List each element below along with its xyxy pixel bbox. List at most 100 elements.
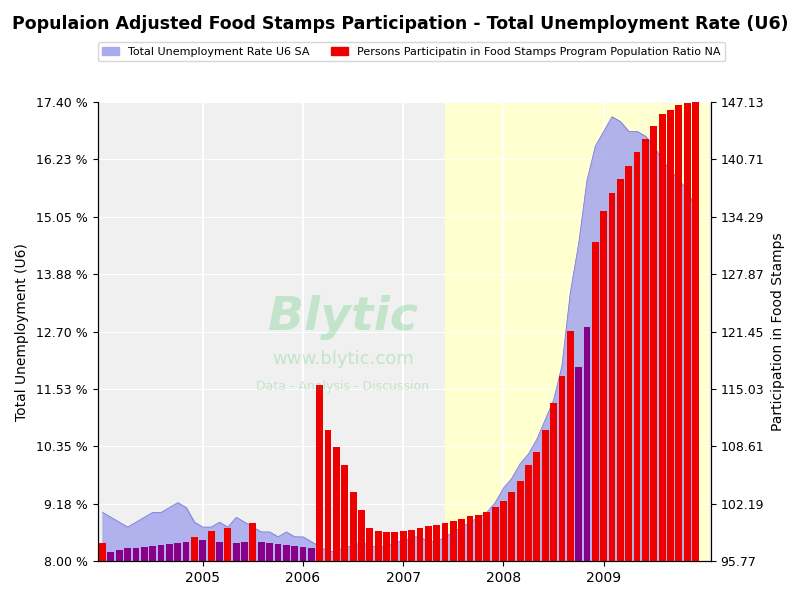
Bar xyxy=(116,550,122,561)
Bar xyxy=(492,508,498,561)
Bar xyxy=(550,403,557,561)
Bar xyxy=(316,548,323,561)
Bar xyxy=(508,520,515,561)
Bar xyxy=(442,523,448,561)
Bar xyxy=(325,550,331,561)
Bar xyxy=(534,492,540,561)
Bar xyxy=(174,543,181,561)
Bar xyxy=(458,519,465,561)
Bar xyxy=(542,430,549,561)
Bar xyxy=(342,466,348,561)
Bar xyxy=(241,542,248,561)
Bar xyxy=(667,110,674,561)
Bar xyxy=(508,492,515,561)
Bar xyxy=(492,530,498,561)
Bar xyxy=(308,548,314,561)
Legend: Total Unemployment Rate U6 SA, Persons Participatin in Food Stamps Program Popul: Total Unemployment Rate U6 SA, Persons P… xyxy=(98,43,725,61)
Bar xyxy=(475,535,482,561)
Bar xyxy=(617,179,624,561)
Y-axis label: Total Unemployment (U6): Total Unemployment (U6) xyxy=(15,243,29,421)
Bar xyxy=(567,403,574,561)
Bar xyxy=(299,547,306,561)
Bar xyxy=(450,541,457,561)
Y-axis label: Participation in Food Stamps: Participation in Food Stamps xyxy=(771,232,785,431)
Bar xyxy=(600,255,607,561)
Bar xyxy=(417,528,423,561)
Bar xyxy=(483,532,490,561)
Bar xyxy=(383,550,390,561)
Bar xyxy=(450,521,457,561)
Bar xyxy=(208,541,214,561)
Bar xyxy=(609,233,615,561)
Bar xyxy=(517,513,523,561)
Text: Populaion Adjusted Food Stamps Participation - Total Unemployment Rate (U6): Populaion Adjusted Food Stamps Participa… xyxy=(12,15,788,33)
Bar xyxy=(500,525,507,561)
Bar xyxy=(558,439,566,561)
Bar xyxy=(667,134,674,561)
Bar xyxy=(250,541,256,561)
Bar xyxy=(358,510,365,561)
Text: Data - Analysis - Discussion: Data - Analysis - Discussion xyxy=(256,380,430,393)
Bar xyxy=(391,550,398,561)
Bar xyxy=(634,188,641,561)
Bar xyxy=(658,148,666,561)
Bar xyxy=(391,532,398,561)
Bar xyxy=(425,526,432,561)
Bar xyxy=(208,530,214,561)
Bar xyxy=(225,528,231,561)
Bar xyxy=(225,542,231,561)
Bar xyxy=(124,548,131,561)
Bar xyxy=(425,545,432,561)
Bar xyxy=(684,103,690,561)
Bar xyxy=(458,539,465,561)
Bar xyxy=(466,537,474,561)
Bar xyxy=(434,543,440,561)
Bar xyxy=(250,523,256,561)
Bar xyxy=(567,331,574,561)
Bar xyxy=(483,512,490,561)
Bar xyxy=(374,551,382,561)
Bar xyxy=(216,542,223,561)
Bar xyxy=(658,114,666,561)
Bar xyxy=(609,193,615,561)
Bar xyxy=(166,544,173,561)
Bar xyxy=(150,546,156,561)
Bar xyxy=(650,125,657,561)
Bar xyxy=(141,547,148,561)
Bar xyxy=(525,504,532,561)
Bar xyxy=(466,517,474,561)
Bar xyxy=(626,166,632,561)
Bar xyxy=(333,550,340,561)
Bar xyxy=(575,367,582,561)
Text: Blytic: Blytic xyxy=(268,295,418,340)
Bar xyxy=(550,461,557,561)
Bar xyxy=(642,139,649,561)
Text: www.blytic.com: www.blytic.com xyxy=(272,350,414,368)
Bar xyxy=(199,541,206,561)
Bar xyxy=(475,515,482,561)
Bar xyxy=(634,152,641,561)
Bar xyxy=(675,105,682,561)
Bar xyxy=(191,537,198,561)
Bar xyxy=(99,555,106,561)
Bar xyxy=(408,548,415,561)
Bar xyxy=(182,542,190,561)
Bar xyxy=(374,530,382,561)
Bar xyxy=(592,287,598,561)
Bar xyxy=(366,528,374,561)
Bar xyxy=(342,550,348,561)
Bar xyxy=(650,161,657,561)
Bar xyxy=(525,466,532,561)
Bar xyxy=(274,544,282,561)
Bar xyxy=(517,481,523,561)
Bar xyxy=(626,202,632,561)
Bar xyxy=(233,543,239,561)
Bar xyxy=(500,501,507,561)
Bar xyxy=(383,532,390,561)
Bar xyxy=(583,327,590,561)
Bar xyxy=(400,530,406,561)
Bar xyxy=(400,548,406,561)
Bar xyxy=(408,530,415,561)
Bar xyxy=(350,550,357,561)
Bar xyxy=(316,385,323,561)
